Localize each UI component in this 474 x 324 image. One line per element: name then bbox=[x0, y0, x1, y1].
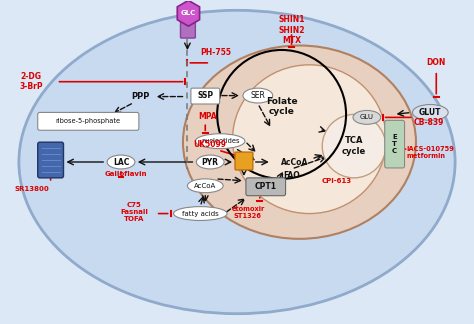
Ellipse shape bbox=[353, 110, 381, 124]
Text: CPT1: CPT1 bbox=[255, 182, 277, 191]
Text: nucleotides: nucleotides bbox=[201, 138, 239, 144]
Text: etomoxir
ST1326: etomoxir ST1326 bbox=[231, 206, 264, 219]
Text: MPA: MPA bbox=[198, 112, 217, 121]
Text: DON: DON bbox=[427, 58, 446, 67]
Text: TCA
cycle: TCA cycle bbox=[342, 136, 366, 156]
Ellipse shape bbox=[195, 134, 245, 149]
Text: fatty acids: fatty acids bbox=[182, 211, 219, 216]
Ellipse shape bbox=[107, 155, 135, 169]
Text: CB-839: CB-839 bbox=[413, 118, 444, 127]
Text: CPI-613: CPI-613 bbox=[322, 178, 352, 184]
Text: AcCoA: AcCoA bbox=[281, 157, 308, 167]
FancyBboxPatch shape bbox=[235, 152, 253, 170]
Text: E
T
C: E T C bbox=[392, 134, 397, 154]
FancyBboxPatch shape bbox=[38, 142, 64, 178]
Text: PPP: PPP bbox=[132, 92, 150, 101]
Text: GLUT: GLUT bbox=[419, 108, 442, 117]
Text: SER: SER bbox=[250, 91, 265, 100]
Ellipse shape bbox=[412, 105, 448, 120]
FancyBboxPatch shape bbox=[246, 178, 285, 196]
Text: UK5099: UK5099 bbox=[193, 140, 227, 149]
Text: LAC: LAC bbox=[113, 157, 129, 167]
Ellipse shape bbox=[183, 45, 416, 239]
Text: 2-DG
3-BrP: 2-DG 3-BrP bbox=[20, 72, 44, 91]
Circle shape bbox=[322, 114, 386, 178]
Text: SSP: SSP bbox=[197, 91, 213, 100]
Text: Folate
cycle: Folate cycle bbox=[266, 97, 297, 116]
Text: IACS-010759
metformin: IACS-010759 metformin bbox=[407, 145, 454, 158]
Ellipse shape bbox=[173, 207, 227, 221]
Ellipse shape bbox=[243, 88, 273, 103]
Ellipse shape bbox=[19, 10, 455, 314]
Text: PYR: PYR bbox=[202, 157, 219, 167]
FancyBboxPatch shape bbox=[191, 88, 219, 104]
Ellipse shape bbox=[187, 179, 223, 193]
Text: AcCoA: AcCoA bbox=[194, 183, 217, 189]
Text: ribose-5-phosphate: ribose-5-phosphate bbox=[56, 118, 121, 124]
Text: GLC: GLC bbox=[181, 10, 196, 16]
Text: SR13800: SR13800 bbox=[14, 186, 49, 192]
Text: C75
Fasnall
TOFA: C75 Fasnall TOFA bbox=[120, 202, 148, 222]
FancyBboxPatch shape bbox=[181, 14, 195, 38]
FancyBboxPatch shape bbox=[38, 112, 139, 130]
Text: FAO: FAO bbox=[283, 171, 300, 180]
Text: PH-755: PH-755 bbox=[201, 49, 231, 57]
Text: GLU: GLU bbox=[360, 114, 374, 121]
FancyBboxPatch shape bbox=[385, 120, 404, 168]
Text: Galloflavin: Galloflavin bbox=[105, 171, 147, 177]
Ellipse shape bbox=[196, 155, 224, 169]
Ellipse shape bbox=[233, 65, 386, 214]
Text: SHIN1
SHIN2
MTX: SHIN1 SHIN2 MTX bbox=[278, 15, 305, 45]
